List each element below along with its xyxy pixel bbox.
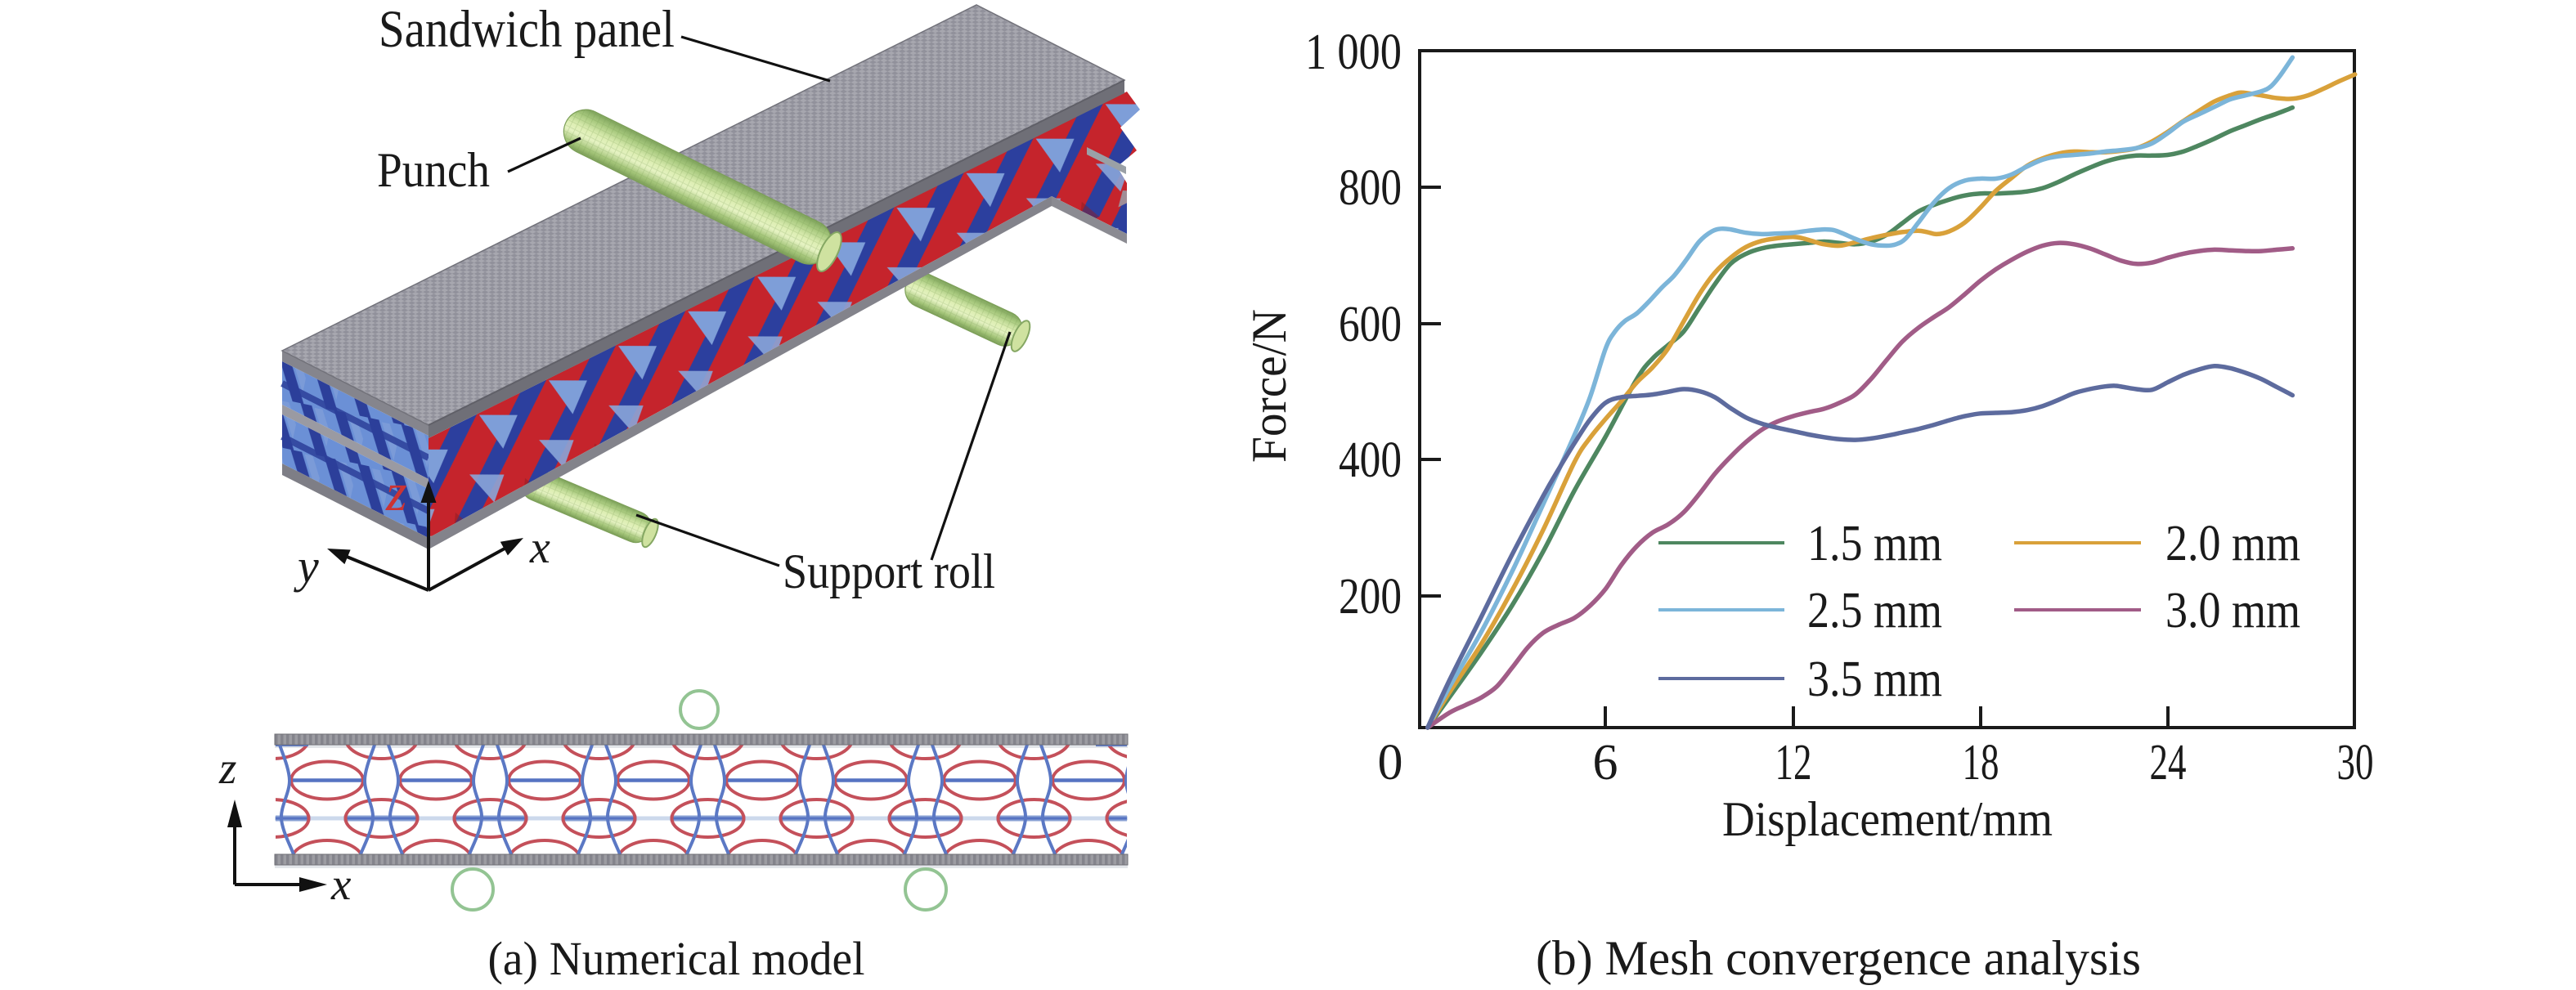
svg-text:y: y: [294, 540, 319, 593]
svg-text:600: 600: [1339, 297, 1402, 352]
svg-text:(a) Numerical model: (a) Numerical model: [488, 932, 865, 985]
svg-text:2.5 mm: 2.5 mm: [1807, 583, 1942, 638]
svg-text:Sandwich panel: Sandwich panel: [379, 0, 675, 59]
svg-text:3.0 mm: 3.0 mm: [2165, 583, 2300, 638]
svg-text:3.5 mm: 3.5 mm: [1807, 652, 1942, 707]
svg-text:1.5 mm: 1.5 mm: [1807, 516, 1942, 571]
svg-text:12: 12: [1775, 735, 1812, 791]
svg-text:x: x: [529, 522, 550, 573]
svg-text:400: 400: [1339, 432, 1402, 488]
svg-text:2.0 mm: 2.0 mm: [2165, 516, 2300, 571]
svg-text:z: z: [385, 463, 407, 522]
svg-text:Force/N: Force/N: [1242, 309, 1296, 463]
svg-text:0: 0: [1378, 735, 1403, 791]
svg-text:1 000: 1 000: [1305, 25, 1402, 80]
svg-text:Punch: Punch: [377, 143, 490, 197]
svg-text:z: z: [218, 743, 236, 793]
svg-text:30: 30: [2337, 735, 2374, 791]
svg-text:(b) Mesh convergence analysis: (b) Mesh convergence analysis: [1536, 931, 2141, 985]
svg-text:18: 18: [1963, 735, 1999, 791]
svg-text:Displacement/mm: Displacement/mm: [1722, 792, 2053, 846]
svg-text:Support roll: Support roll: [783, 544, 995, 598]
svg-text:800: 800: [1339, 160, 1402, 216]
svg-text:x: x: [330, 859, 352, 909]
svg-text:6: 6: [1593, 735, 1618, 791]
svg-text:24: 24: [2150, 735, 2187, 791]
svg-text:200: 200: [1339, 569, 1402, 625]
